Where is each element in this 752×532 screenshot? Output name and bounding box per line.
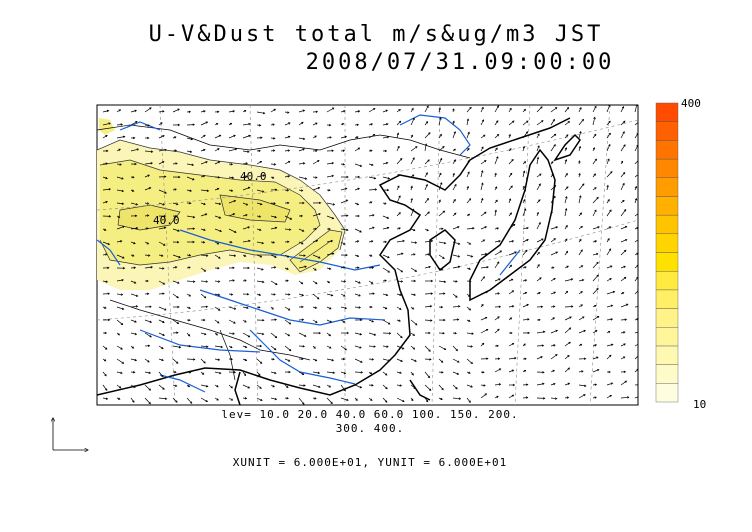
colorbar-swatch [655, 345, 679, 365]
colorbar-swatch [655, 383, 679, 403]
colorbar-max-label: 400 [681, 97, 701, 110]
colorbar-swatch [655, 327, 679, 347]
wind-vectors [102, 105, 638, 405]
vector-units: XUNIT = 6.000E+01, YUNIT = 6.000E+01 [232, 456, 508, 469]
colorbar-swatch [655, 252, 679, 272]
colorbar-min-label: 10 [693, 398, 707, 411]
colorbar-swatch [655, 214, 679, 235]
colorbar-swatch [655, 233, 679, 253]
colorbar-swatch [655, 364, 679, 384]
contour-label: 40.0 [240, 170, 267, 183]
colorbar-swatch [655, 121, 679, 141]
colorbar [655, 102, 679, 403]
colorbar-swatch [655, 308, 679, 328]
dust-contours [97, 139, 346, 273]
chart-title-line2: 2008/07/31.09:00:00 [305, 50, 615, 75]
colorbar-swatch [655, 158, 679, 178]
borders [97, 124, 471, 381]
chart-title-line1: U-V&Dust total m/s&ug/m3 JST [148, 22, 604, 47]
colorbar-swatch [655, 196, 679, 216]
colorbar-swatch [655, 102, 679, 122]
contour-label: 40.0 [153, 214, 180, 227]
levels-line2: 300. 400. [335, 422, 405, 435]
levels-line1: lev= 10.0 20.0 40.0 60.0 100. 150. 200. [221, 408, 519, 421]
colorbar-swatch [655, 140, 679, 160]
rivers [97, 114, 521, 393]
coastline [97, 117, 581, 405]
contour-levels-legend: lev= 10.0 20.0 40.0 60.0 100. 150. 200. … [180, 408, 560, 436]
colorbar-swatch [655, 289, 679, 309]
colorbar-swatch [655, 177, 679, 197]
colorbar-swatch [655, 270, 679, 291]
reference-vector [53, 418, 88, 450]
